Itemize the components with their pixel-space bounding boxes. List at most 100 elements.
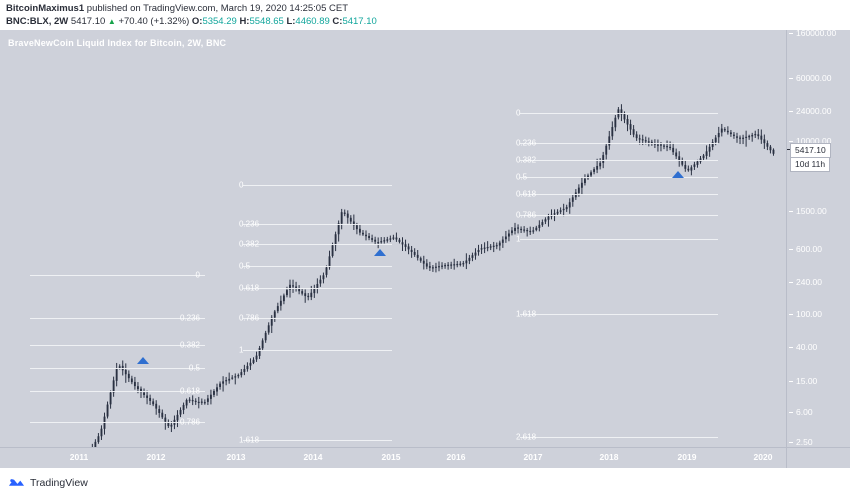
price-axis-tick-label: 60000.00 [796, 73, 832, 83]
low-value: 4460.89 [295, 16, 330, 27]
brand-name: TradingView [30, 476, 88, 489]
fib-level-label: 0.5 [188, 363, 200, 373]
price-axis-tick-label: 2.50 [796, 437, 813, 447]
tick-mark [789, 347, 793, 349]
time-axis-tick-label: 2014 [303, 452, 323, 462]
tick-mark [789, 249, 793, 251]
tick-mark [789, 141, 793, 143]
price-axis-tick-label: 10000.00 [796, 136, 832, 146]
fib-level-label: 0.618 [239, 283, 260, 293]
price-axis-tick: 240.00 [787, 277, 850, 288]
fib-level-label: 1 [239, 345, 244, 355]
fib-level-line[interactable] [520, 160, 718, 161]
price-axis-tick: 15.00 [787, 376, 850, 387]
time-axis-tick-label: 2017 [523, 452, 543, 462]
tick-mark [789, 442, 793, 444]
current-price-label: 5417.10 [790, 143, 831, 158]
triangle-up-marker-icon[interactable] [137, 357, 149, 364]
fib-level-label: 0.382 [516, 155, 537, 165]
fib-level-line[interactable] [243, 288, 392, 289]
chart-pane[interactable]: BraveNewCoin Liquid Index for Bitcoin, 2… [0, 30, 786, 447]
fib-level-line[interactable] [30, 275, 205, 276]
fib-level-line[interactable] [520, 143, 718, 144]
fib-level-label: 0 [516, 108, 521, 118]
fib-level-label: 0.5 [516, 172, 528, 182]
fib-level-line[interactable] [243, 350, 392, 351]
fib-level-line[interactable] [243, 244, 392, 245]
fib-level-label: 0.382 [179, 340, 200, 350]
price-axis-tick-label: 100.00 [796, 309, 822, 319]
price-axis-tick-label: 40.00 [796, 342, 818, 352]
price-axis-tick: 40.00 [787, 342, 850, 353]
fib-level-line[interactable] [520, 113, 718, 114]
chart-header: BitcoinMaximus1 published on TradingView… [0, 0, 850, 30]
high-label: H: [239, 16, 250, 27]
open-value: 5354.29 [202, 16, 237, 27]
fib-level-label: 0.5 [239, 261, 251, 271]
tick-mark [789, 314, 793, 316]
fib-level-label: 0.236 [516, 138, 537, 148]
price-axis-tick-label: 160000.00 [796, 28, 837, 38]
fib-level-line[interactable] [520, 239, 718, 240]
triangle-up-marker-icon[interactable] [374, 249, 386, 256]
tick-mark [789, 282, 793, 284]
symbol-label[interactable]: BNC:BLX, 2W [6, 16, 69, 27]
fib-level-line[interactable] [520, 177, 718, 178]
price-axis-tick-label: 24000.00 [796, 106, 832, 116]
fib-level-line[interactable] [243, 224, 392, 225]
author-name: BitcoinMaximus1 [6, 3, 85, 14]
price-axis[interactable]: 160000.00 60000.00 24000.00 10000.00 1500.00… [786, 28, 850, 479]
low-label: L: [286, 16, 296, 27]
fib-level-label: 0.618 [516, 189, 537, 199]
time-axis-tick-label: 2012 [146, 452, 166, 462]
fib-level-line[interactable] [520, 437, 718, 438]
price-axis-tick: 24000.00 [787, 106, 850, 117]
price-axis-tick: 600.00 [787, 244, 850, 255]
tick-mark [789, 78, 793, 80]
fib-level-line[interactable] [520, 215, 718, 216]
price-axis-tick: 2.50 [787, 437, 850, 448]
fib-level-line[interactable] [520, 194, 718, 195]
time-axis-tick-label: 2011 [69, 452, 89, 462]
price-axis-tick: 60000.00 [787, 73, 850, 84]
bar-countdown-label: 10d 11h [790, 157, 831, 172]
fib-level-line[interactable] [30, 422, 205, 423]
fib-level-label: 0.236 [179, 313, 200, 323]
time-axis-tick-label: 2020 [753, 452, 773, 462]
fib-level-label: 1.618 [516, 309, 537, 319]
price-change: +70.40 (+1.32%) [118, 16, 190, 27]
fib-level-label: 0.618 [179, 386, 200, 396]
fib-level-line[interactable] [243, 440, 392, 441]
fib-level-line[interactable] [243, 318, 392, 319]
fib-level-label: 0.236 [239, 219, 260, 229]
axis-separator [786, 448, 787, 469]
fib-level-line[interactable] [243, 266, 392, 267]
time-axis[interactable]: 2011 2012 2013 2014 2015 2016 2017 2018 2019 2020 [0, 447, 850, 469]
candlestick-series [91, 104, 775, 447]
fib-level-label: 1.618 [239, 435, 260, 445]
fib-level-label: 0.786 [239, 313, 260, 323]
tick-mark [789, 33, 793, 35]
published-text: published on TradingView.com, March 19, … [86, 3, 349, 14]
fib-level-label: 0.786 [516, 210, 537, 220]
fib-level-line[interactable] [30, 345, 205, 346]
fib-level-label: 0.786 [179, 417, 200, 427]
footer: TradingView [0, 468, 850, 497]
high-value: 5548.65 [249, 16, 284, 27]
header-quote-line: BNC:BLX, 2W 5417.10 ▲ +70.40 (+1.32%) O:… [6, 15, 850, 28]
price-axis-tick: 160000.00 [787, 28, 850, 39]
fib-level-line[interactable] [30, 368, 205, 369]
fib-level-line[interactable] [30, 391, 205, 392]
fib-level-line[interactable] [243, 185, 392, 186]
triangle-up-marker-icon[interactable] [672, 171, 684, 178]
price-axis-tick: 10000.00 [787, 136, 850, 147]
current-price-tick [787, 149, 792, 150]
time-axis-tick-label: 2018 [599, 452, 619, 462]
fib-level-line[interactable] [520, 314, 718, 315]
fib-level-line[interactable] [30, 318, 205, 319]
price-axis-tick: 6.00 [787, 407, 850, 418]
fib-level-label: 0.382 [239, 239, 260, 249]
time-axis-tick-label: 2015 [381, 452, 401, 462]
close-value: 5417.10 [342, 16, 377, 27]
header-attribution-line: BitcoinMaximus1 published on TradingView… [6, 2, 850, 15]
